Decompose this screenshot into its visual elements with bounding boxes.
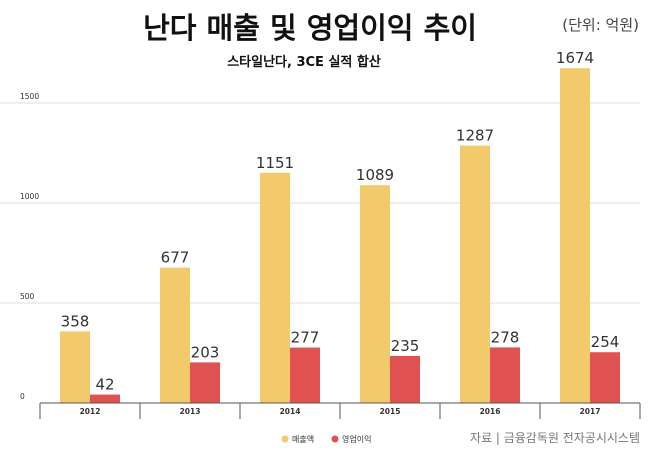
data-labels: 358 42 677 203 1151 277 1089 235 1287 278 1674 254 [61, 49, 620, 393]
x-tick-label: 2015 [380, 407, 401, 416]
chart-unit: (단위: 억원) [562, 16, 639, 34]
data-label: 1151 [256, 154, 294, 172]
legend-marker [281, 435, 289, 443]
bar-operating-profit [190, 362, 220, 403]
legend-label: 영업이익 [342, 434, 371, 444]
data-label: 277 [291, 329, 320, 347]
y-tick-label: 500 [20, 292, 35, 301]
data-label: 254 [591, 333, 620, 351]
data-label: 42 [95, 376, 114, 394]
data-label: 677 [161, 249, 190, 267]
source-note: 자료 | 금융감독원 전자공시시스템 [470, 431, 640, 445]
bar-revenue [160, 267, 190, 403]
x-tick-label: 2014 [280, 407, 301, 416]
bar-operating-profit [590, 352, 620, 403]
x-tick-label: 2016 [480, 407, 501, 416]
data-label: 1287 [456, 127, 494, 145]
bar-operating-profit [290, 347, 320, 403]
x-axis: 2012 2013 2014 2015 2016 2017 [39, 402, 641, 419]
x-tick-label: 2013 [180, 407, 201, 416]
legend-label: 매출액 [292, 434, 314, 444]
chart-subtitle: 스타일난다, 3CE 실적 합산 [227, 54, 381, 70]
chart-title: 난다 매출 및 영업이익 추이 [143, 11, 477, 45]
bar-revenue [560, 68, 590, 403]
bar-operating-profit [90, 394, 120, 403]
legend-marker [331, 435, 339, 443]
bar-revenue [460, 145, 490, 403]
x-tick-label: 2012 [80, 407, 101, 416]
y-tick-label: 0 [20, 392, 25, 401]
gridlines [0, 102, 640, 304]
data-label: 235 [391, 337, 420, 355]
bar-operating-profit [490, 347, 520, 403]
y-tick-label: 1500 [20, 92, 39, 101]
data-label: 1089 [356, 166, 394, 184]
x-tick-label: 2017 [580, 407, 601, 416]
data-label: 358 [61, 312, 90, 330]
data-label: 203 [191, 343, 220, 361]
bars [60, 68, 620, 403]
bar-revenue [60, 331, 90, 403]
bar-revenue [260, 172, 290, 403]
bar-operating-profit [390, 356, 420, 403]
y-axis-ticks: 0 500 1000 1500 [20, 92, 39, 401]
y-tick-label: 1000 [20, 192, 39, 201]
bar-revenue [360, 185, 390, 403]
legend: 매출액 영업이익 [281, 434, 371, 444]
data-label: 1674 [556, 49, 594, 67]
data-label: 278 [491, 328, 520, 346]
